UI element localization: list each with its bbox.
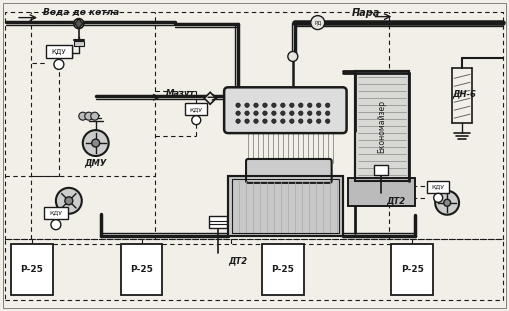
Circle shape	[325, 119, 330, 123]
Circle shape	[192, 116, 201, 125]
Text: Вода до котла: Вода до котла	[43, 8, 119, 17]
Text: ДН-6: ДН-6	[452, 89, 476, 98]
Circle shape	[317, 103, 321, 107]
Circle shape	[263, 111, 267, 115]
Circle shape	[245, 103, 249, 107]
Circle shape	[434, 193, 443, 202]
Circle shape	[91, 112, 99, 120]
Circle shape	[92, 139, 100, 147]
Circle shape	[236, 119, 240, 123]
Text: Р-25: Р-25	[401, 265, 423, 274]
Bar	[348, 178, 415, 206]
Text: Мазут: Мазут	[165, 89, 194, 98]
Circle shape	[272, 111, 276, 115]
Circle shape	[56, 188, 82, 214]
Text: КДУ: КДУ	[432, 184, 445, 189]
Circle shape	[299, 111, 303, 115]
Bar	[262, 244, 304, 295]
Circle shape	[311, 16, 325, 30]
Circle shape	[79, 112, 87, 120]
Circle shape	[74, 19, 84, 29]
Circle shape	[288, 51, 298, 61]
Bar	[232, 179, 338, 233]
Bar	[44, 207, 68, 219]
Circle shape	[85, 112, 93, 120]
Text: Економайзер: Економайзер	[378, 100, 386, 153]
Circle shape	[299, 119, 303, 123]
Circle shape	[272, 119, 276, 123]
Circle shape	[83, 130, 108, 156]
Circle shape	[236, 111, 240, 115]
Bar	[74, 40, 84, 46]
Bar	[427, 181, 449, 193]
Circle shape	[444, 199, 450, 206]
Circle shape	[299, 103, 303, 107]
Bar	[355, 72, 409, 181]
Text: Р-25: Р-25	[130, 265, 153, 274]
Text: КДУ: КДУ	[190, 107, 203, 112]
Bar	[228, 176, 343, 236]
Text: КДУ: КДУ	[49, 210, 63, 215]
Bar	[375, 165, 388, 175]
Text: ДТ2: ДТ2	[386, 196, 406, 205]
Circle shape	[280, 111, 285, 115]
Text: РД: РД	[314, 20, 321, 25]
Circle shape	[307, 111, 312, 115]
Circle shape	[254, 111, 258, 115]
Text: Р-25: Р-25	[271, 265, 294, 274]
Circle shape	[325, 103, 330, 107]
Circle shape	[280, 119, 285, 123]
Circle shape	[317, 111, 321, 115]
Text: ДМУ: ДМУ	[84, 159, 107, 167]
Circle shape	[325, 111, 330, 115]
Bar	[391, 244, 433, 295]
Bar	[355, 72, 409, 181]
Text: Р-25: Р-25	[20, 265, 43, 274]
Circle shape	[254, 103, 258, 107]
Bar	[121, 244, 162, 295]
Circle shape	[290, 111, 294, 115]
Bar	[11, 244, 53, 295]
Circle shape	[307, 119, 312, 123]
Circle shape	[435, 191, 459, 215]
Circle shape	[254, 119, 258, 123]
Polygon shape	[75, 19, 83, 29]
Circle shape	[317, 119, 321, 123]
Bar	[348, 178, 415, 206]
Circle shape	[263, 103, 267, 107]
Bar	[228, 176, 343, 236]
Circle shape	[290, 103, 294, 107]
Circle shape	[307, 103, 312, 107]
Polygon shape	[204, 92, 216, 104]
Text: КДУ: КДУ	[51, 49, 66, 55]
Bar	[209, 216, 227, 228]
FancyBboxPatch shape	[224, 87, 347, 133]
Circle shape	[65, 197, 73, 205]
Text: ДТ2: ДТ2	[228, 256, 247, 265]
FancyBboxPatch shape	[246, 159, 332, 183]
Bar	[185, 103, 207, 115]
Circle shape	[280, 103, 285, 107]
Circle shape	[51, 220, 61, 230]
Circle shape	[245, 111, 249, 115]
Circle shape	[236, 103, 240, 107]
Bar	[46, 45, 72, 58]
Circle shape	[263, 119, 267, 123]
Circle shape	[272, 103, 276, 107]
Text: Пара: Пара	[352, 8, 380, 18]
Circle shape	[290, 119, 294, 123]
Circle shape	[245, 119, 249, 123]
Circle shape	[54, 59, 64, 69]
